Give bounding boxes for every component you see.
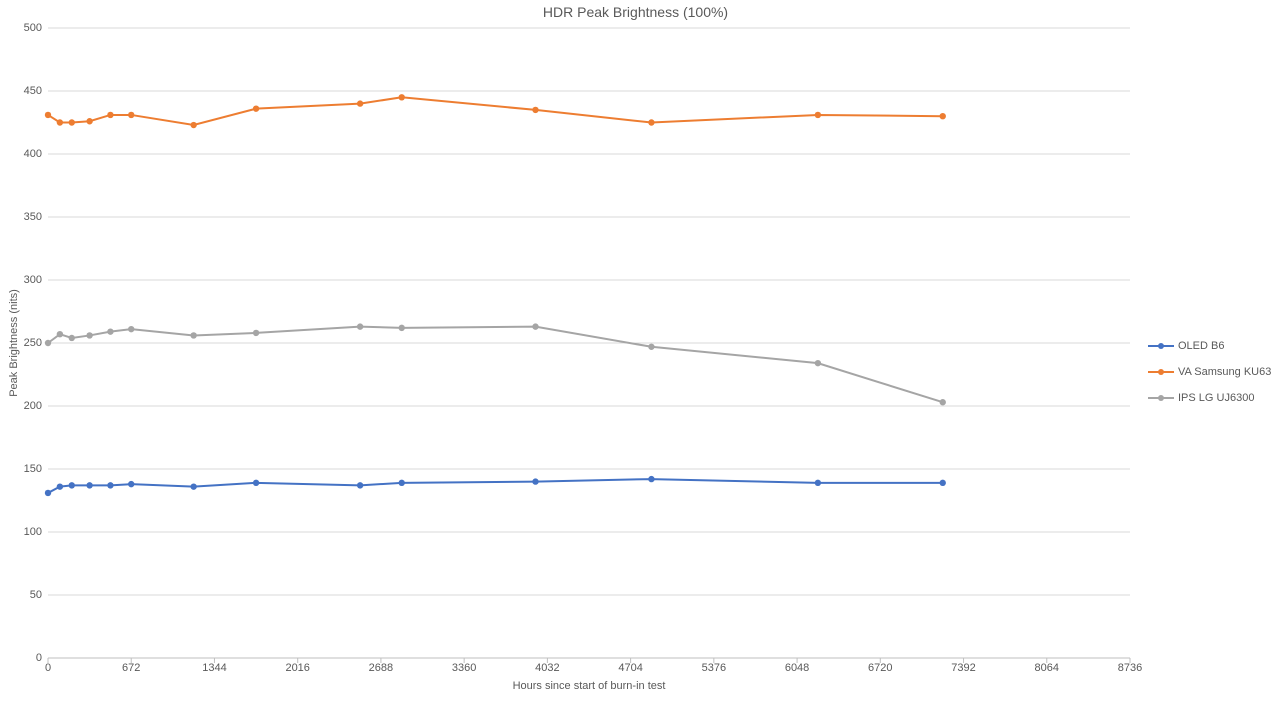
x-tick-label: 6048: [785, 658, 809, 674]
series-line: [48, 479, 943, 493]
chart-container: HDR Peak Brightness (100%) 0501001502002…: [0, 0, 1271, 707]
data-point: [45, 490, 51, 496]
y-tick-label: 400: [24, 148, 48, 160]
y-tick-label: 500: [24, 22, 48, 34]
data-point: [128, 112, 134, 118]
data-point: [357, 323, 363, 329]
data-point: [399, 94, 405, 100]
x-tick-label: 2688: [369, 658, 393, 674]
data-point: [357, 100, 363, 106]
y-axis-title: Peak Brightness (nits): [8, 289, 20, 397]
x-tick-label: 8736: [1118, 658, 1142, 674]
y-tick-label: 200: [24, 400, 48, 412]
chart-svg: [48, 28, 1130, 658]
data-point: [648, 119, 654, 125]
x-tick-label: 4704: [618, 658, 642, 674]
legend-item: IPS LG UJ6300: [1148, 392, 1271, 404]
data-point: [253, 330, 259, 336]
data-point: [190, 483, 196, 489]
data-point: [107, 328, 113, 334]
data-point: [128, 326, 134, 332]
data-point: [815, 112, 821, 118]
data-point: [532, 323, 538, 329]
data-point: [940, 399, 946, 405]
data-point: [190, 332, 196, 338]
data-point: [815, 480, 821, 486]
data-point: [69, 119, 75, 125]
data-point: [648, 344, 654, 350]
data-point: [107, 482, 113, 488]
data-point: [69, 482, 75, 488]
legend-swatch: [1148, 341, 1174, 351]
y-tick-label: 150: [24, 463, 48, 475]
data-point: [128, 481, 134, 487]
legend-label: IPS LG UJ6300: [1178, 392, 1254, 404]
legend-label: OLED B6: [1178, 340, 1224, 352]
legend-item: OLED B6: [1148, 340, 1271, 352]
y-tick-label: 50: [30, 589, 48, 601]
data-point: [86, 118, 92, 124]
data-point: [648, 476, 654, 482]
data-point: [57, 331, 63, 337]
data-point: [532, 478, 538, 484]
legend-label: VA Samsung KU6300: [1178, 366, 1271, 378]
x-axis-title: Hours since start of burn-in test: [513, 680, 666, 692]
data-point: [107, 112, 113, 118]
legend: OLED B6 VA Samsung KU6300 IPS LG UJ6300: [1148, 340, 1271, 418]
y-tick-label: 450: [24, 85, 48, 97]
data-point: [940, 480, 946, 486]
series-line: [48, 97, 943, 125]
y-tick-label: 300: [24, 274, 48, 286]
x-tick-label: 3360: [452, 658, 476, 674]
x-tick-label: 7392: [951, 658, 975, 674]
chart-title: HDR Peak Brightness (100%): [0, 4, 1271, 20]
plot-area: 0501001502002503003504004505000672134420…: [48, 28, 1130, 658]
x-tick-label: 5376: [702, 658, 726, 674]
x-tick-label: 0: [45, 658, 51, 674]
x-tick-label: 6720: [868, 658, 892, 674]
data-point: [45, 112, 51, 118]
data-point: [253, 105, 259, 111]
legend-item: VA Samsung KU6300: [1148, 366, 1271, 378]
x-tick-label: 4032: [535, 658, 559, 674]
data-point: [815, 360, 821, 366]
x-tick-label: 1344: [202, 658, 226, 674]
data-point: [399, 480, 405, 486]
x-tick-label: 672: [122, 658, 140, 674]
legend-swatch: [1148, 393, 1174, 403]
data-point: [69, 335, 75, 341]
data-point: [57, 483, 63, 489]
data-point: [57, 119, 63, 125]
y-tick-label: 350: [24, 211, 48, 223]
data-point: [940, 113, 946, 119]
data-point: [532, 107, 538, 113]
series-line: [48, 327, 943, 403]
data-point: [190, 122, 196, 128]
data-point: [86, 482, 92, 488]
y-tick-label: 100: [24, 526, 48, 538]
x-tick-label: 2016: [285, 658, 309, 674]
data-point: [399, 325, 405, 331]
data-point: [253, 480, 259, 486]
x-tick-label: 8064: [1035, 658, 1059, 674]
data-point: [357, 482, 363, 488]
data-point: [86, 332, 92, 338]
legend-swatch: [1148, 367, 1174, 377]
y-tick-label: 250: [24, 337, 48, 349]
